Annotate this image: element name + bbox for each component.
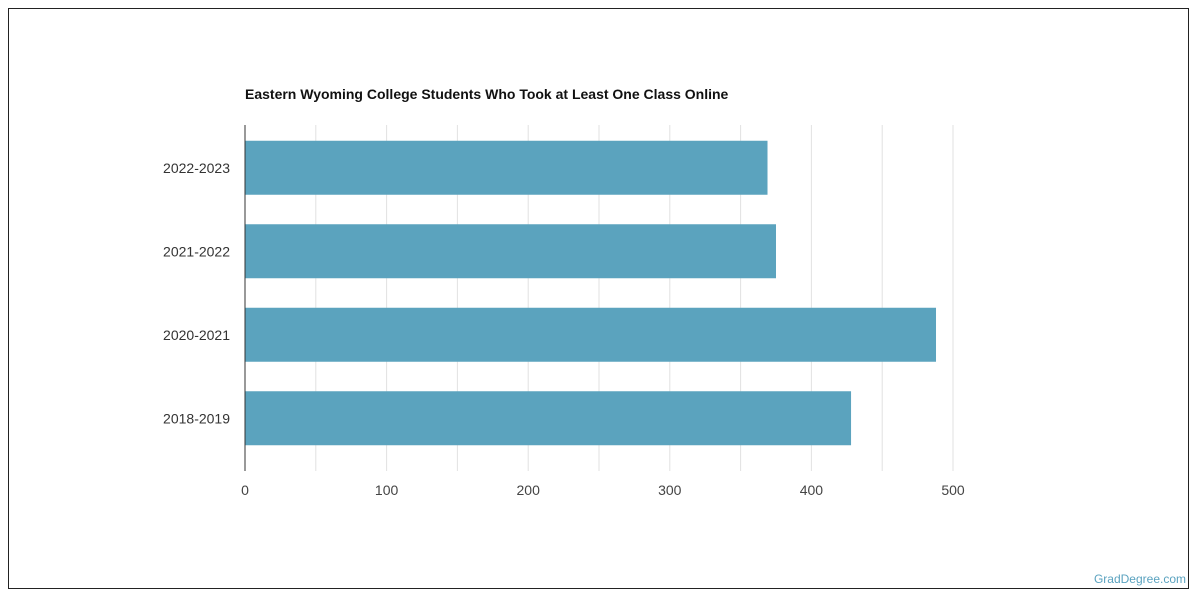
chart-title: Eastern Wyoming College Students Who Too… [245,86,729,102]
category-label: 2020-2021 [163,327,230,343]
x-tick-label: 200 [517,482,541,498]
bar-2018-2019 [245,391,852,446]
bar-2022-2023 [245,140,768,195]
category-label: 2022-2023 [163,160,230,176]
category-label: 2021-2022 [163,243,230,259]
category-labels: 2022-2023 2021-2022 2020-2021 2018-2019 [163,160,230,427]
x-tick-label: 0 [241,482,249,498]
x-tick-labels: 0 100 200 300 400 500 [241,482,965,498]
x-tick-label: 100 [375,482,399,498]
bar-2021-2022 [245,224,776,279]
x-tick-label: 300 [658,482,682,498]
bar-2020-2021 [245,307,937,362]
x-tick-label: 500 [941,482,965,498]
bars [245,140,937,446]
x-tick-label: 400 [800,482,824,498]
category-label: 2018-2019 [163,410,230,426]
watermark-link[interactable]: GradDegree.com [1093,572,1186,586]
